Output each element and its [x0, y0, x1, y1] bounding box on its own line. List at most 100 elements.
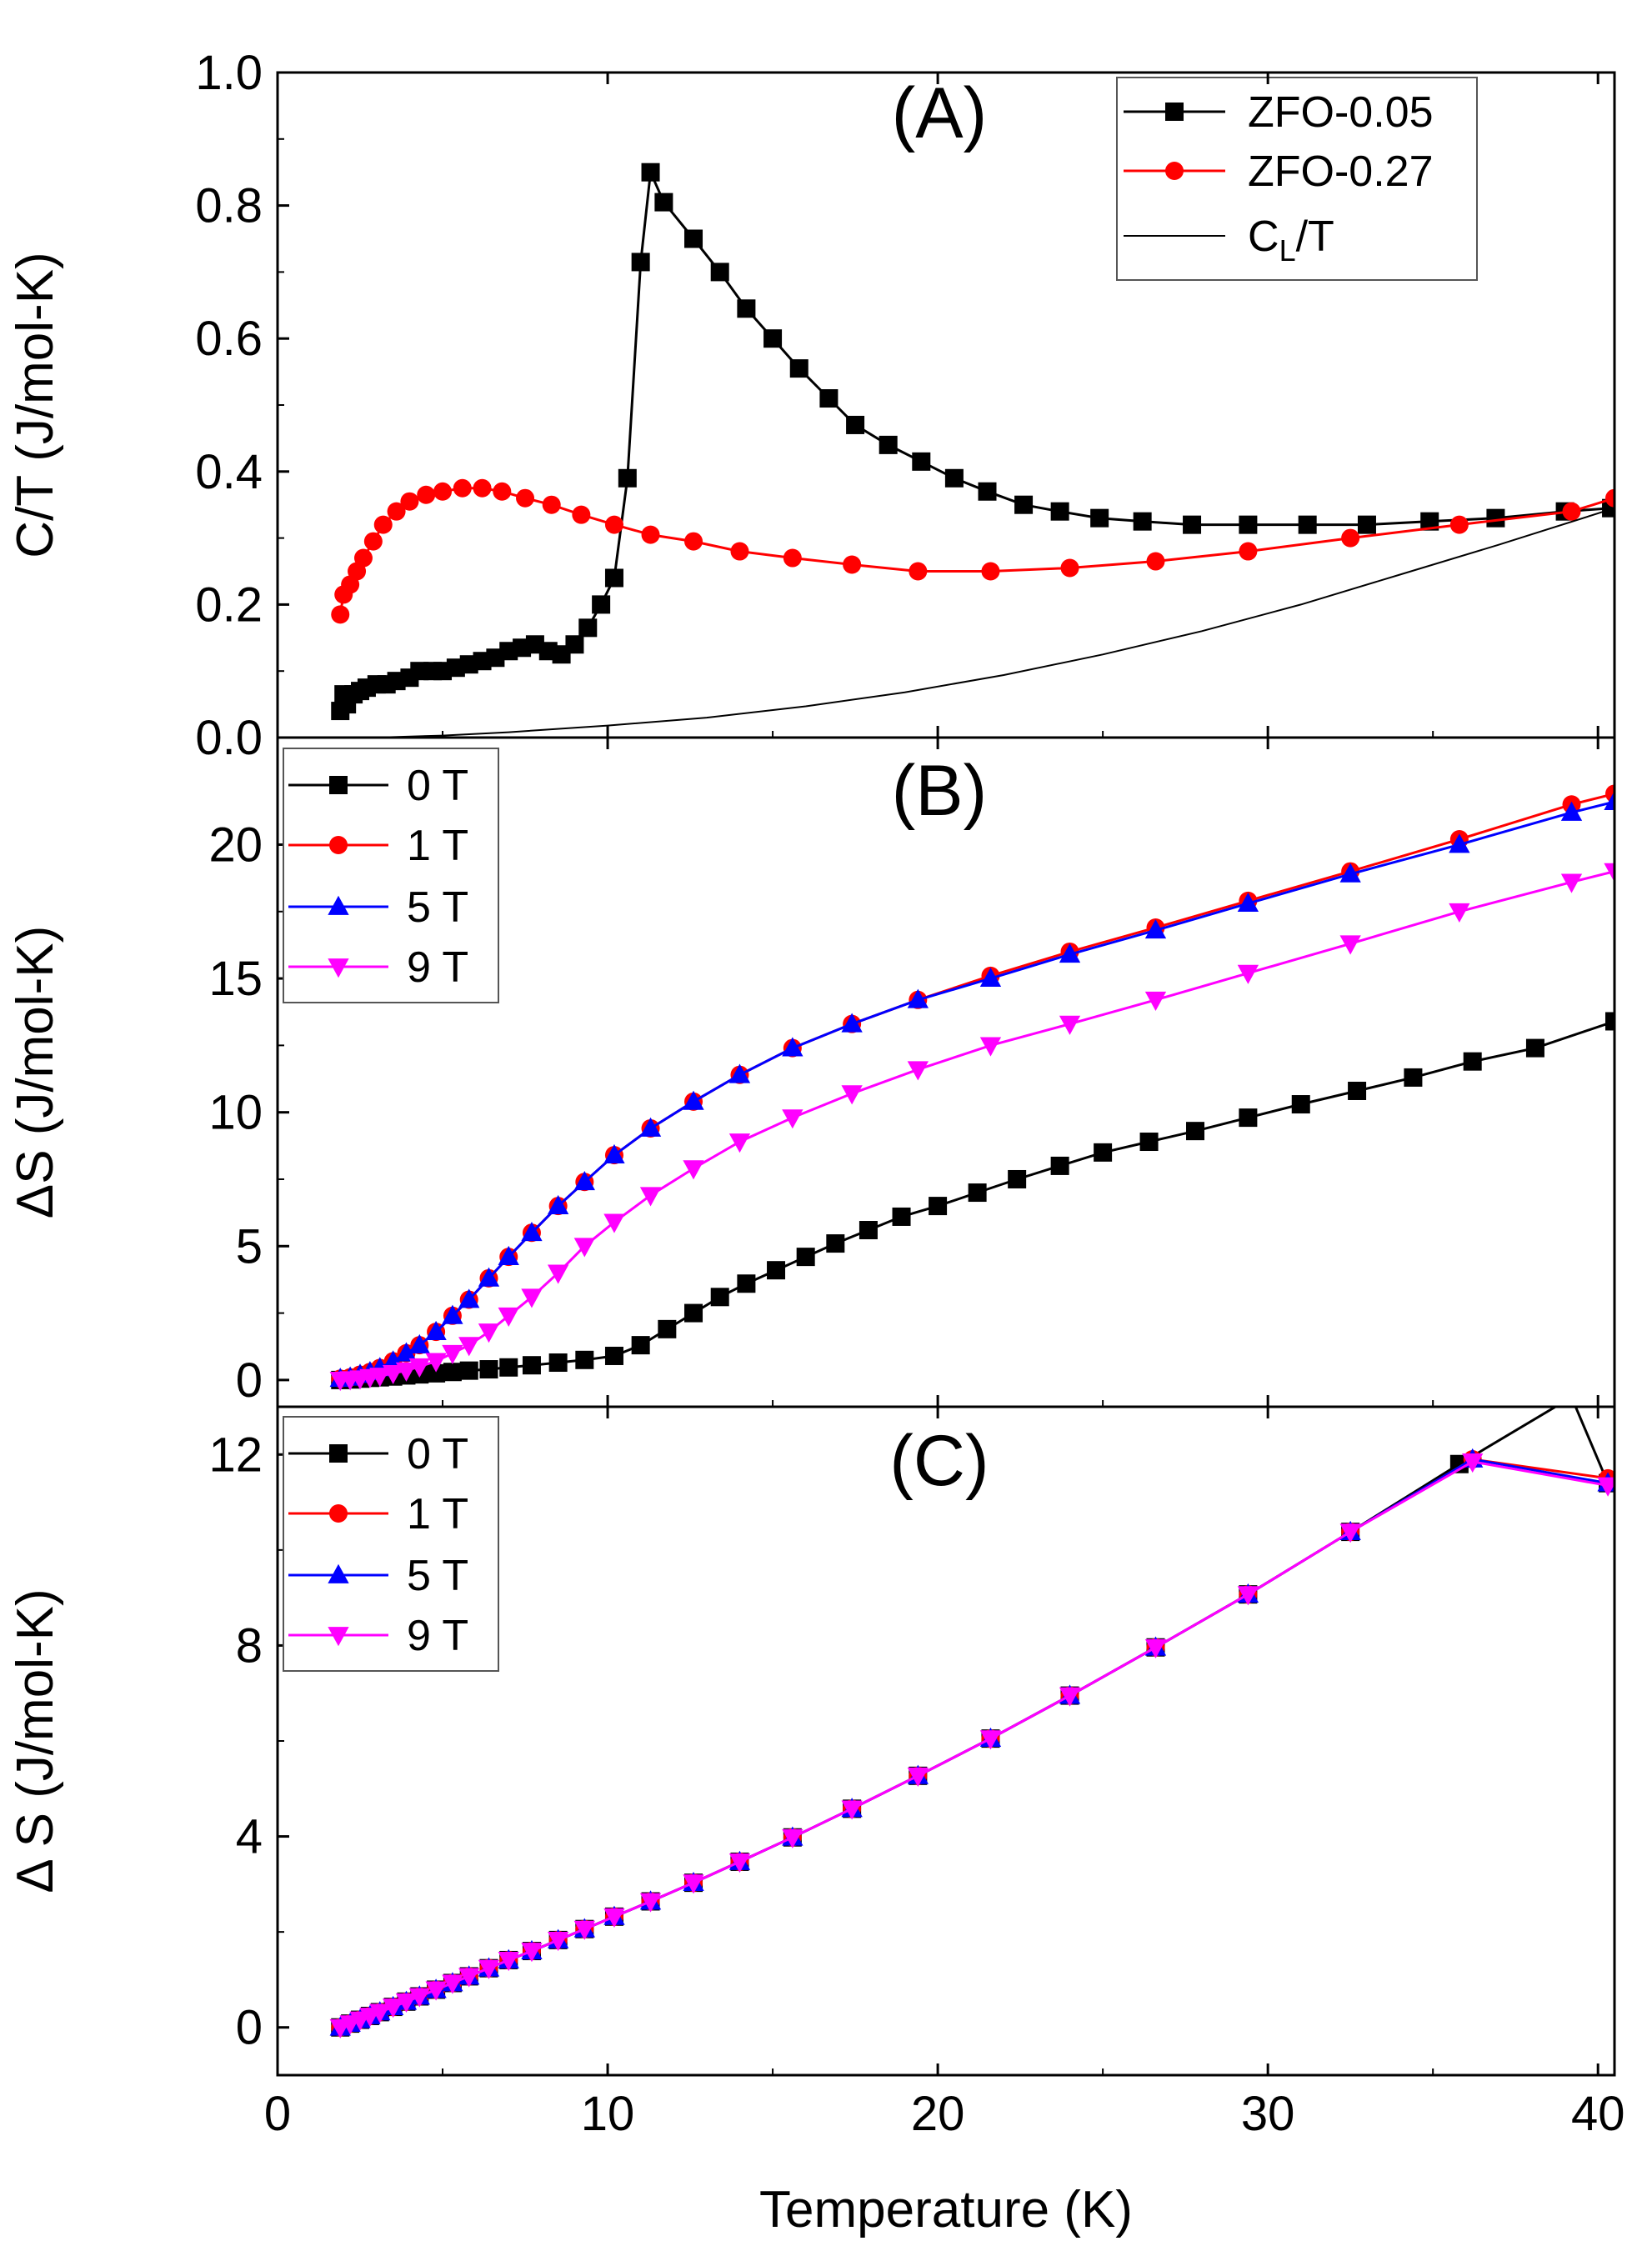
x-tick-label: 10	[581, 2087, 635, 2141]
data-point	[547, 1931, 569, 1952]
data-point	[458, 1968, 480, 1988]
data-point	[843, 555, 862, 574]
data-point	[968, 1183, 987, 1203]
data-point	[433, 482, 453, 501]
data-point	[1060, 558, 1079, 578]
panel-c: 0 4 8 12 Δ S (J/mol-K) (C) 0 T 1 T 5 T 9 T	[7, 1407, 1614, 2055]
legend-marker	[1165, 162, 1184, 180]
data-point	[1059, 943, 1081, 963]
data-point	[547, 1194, 569, 1214]
data-point	[1339, 863, 1361, 883]
x-tick-label: 20	[911, 2087, 965, 2141]
data-point	[604, 568, 623, 588]
y-tick-label: 5	[236, 1219, 263, 1273]
data-point	[639, 1187, 662, 1207]
data-point	[478, 1959, 500, 1979]
data-point	[522, 1356, 541, 1375]
data-point	[796, 1248, 815, 1267]
data-point	[395, 1993, 418, 2013]
legend-marker	[328, 1627, 349, 1647]
data-point	[859, 1221, 878, 1240]
data-point	[1560, 801, 1583, 821]
data-point	[1144, 919, 1167, 939]
legend-marker	[329, 1444, 348, 1463]
y-tick-label: 15	[208, 952, 263, 1006]
data-point	[1449, 833, 1470, 853]
y-tick-label: 1.0	[195, 46, 263, 100]
data-point	[1341, 528, 1360, 548]
data-point	[879, 435, 898, 454]
y-tick-label: 0.2	[195, 578, 263, 632]
data-point	[479, 1360, 498, 1379]
data-point	[1237, 892, 1259, 913]
data-point	[658, 1319, 677, 1338]
data-point	[1186, 1122, 1205, 1141]
series-line-c-l-t	[376, 507, 1614, 738]
data-point	[1139, 1133, 1159, 1152]
data-point	[907, 988, 929, 1008]
legend-label: CL/T	[1248, 213, 1334, 268]
data-point	[728, 1133, 751, 1153]
legend-label: 9 T	[407, 1612, 468, 1660]
data-point	[425, 1320, 447, 1340]
data-point	[453, 478, 472, 498]
data-point	[408, 1333, 430, 1354]
data-point	[683, 1160, 704, 1180]
y-axis-title: Δ S (J/mol-K)	[7, 1588, 64, 1893]
data-point	[498, 1952, 519, 1972]
data-point	[641, 525, 660, 544]
data-point	[1291, 1095, 1310, 1114]
data-point	[442, 1974, 463, 1994]
data-point	[841, 1013, 863, 1033]
data-point	[631, 1336, 650, 1355]
data-point	[1560, 873, 1583, 893]
data-point	[427, 1363, 446, 1383]
legend-label: 1 T	[407, 1490, 468, 1538]
data-point	[1604, 790, 1614, 810]
data-point	[499, 1358, 518, 1377]
data-point	[1562, 502, 1581, 521]
data-point	[654, 193, 673, 212]
data-point	[575, 1350, 594, 1369]
data-point	[573, 1238, 595, 1258]
data-point	[459, 1361, 478, 1380]
data-point	[979, 967, 1002, 987]
data-point	[417, 485, 436, 504]
data-point	[369, 2003, 391, 2023]
data-point	[425, 1981, 447, 2001]
data-point	[592, 595, 611, 614]
data-point	[979, 1730, 1002, 1750]
data-point	[387, 502, 406, 521]
panel-label: (B)	[892, 751, 988, 831]
legend-label: 5 T	[407, 883, 468, 932]
legend-label: 5 T	[407, 1552, 468, 1600]
data-point	[782, 1037, 803, 1057]
data-point	[408, 1358, 430, 1378]
panel-a: 0.0 0.2 0.4 0.6 0.8 1.0 C/T (J/mol-K) (A) ZFO-0.…	[7, 46, 1614, 765]
data-point	[1404, 1068, 1423, 1087]
legend-marker	[329, 836, 348, 854]
legend: 0 T 1 T 5 T 9 T	[283, 1416, 499, 1672]
data-point	[826, 1234, 845, 1253]
data-point	[1008, 1169, 1027, 1188]
data-point	[473, 478, 492, 498]
legend-label: 9 T	[407, 943, 468, 992]
y-tick-label: 0.0	[195, 711, 263, 765]
data-point	[442, 1344, 463, 1364]
data-point	[846, 415, 865, 434]
y-tick-label: 20	[208, 818, 263, 872]
x-axis-title: Temperature (K)	[759, 2181, 1133, 2238]
data-point	[1597, 1477, 1614, 1497]
panel-b: 0 5 10 15 20 ΔS (J/mol-K) (B) 0 T 1 T 5 T 9 T	[7, 748, 1614, 1408]
x-tick-label: 30	[1241, 2087, 1295, 2141]
data-point	[641, 163, 660, 182]
data-point	[547, 1264, 569, 1284]
data-point	[478, 1323, 500, 1343]
data-point	[892, 1207, 911, 1226]
data-point	[1239, 542, 1258, 561]
legend-marker	[328, 895, 349, 915]
data-point	[1339, 1523, 1361, 1543]
data-point	[979, 1037, 1002, 1057]
data-point	[548, 1353, 568, 1373]
